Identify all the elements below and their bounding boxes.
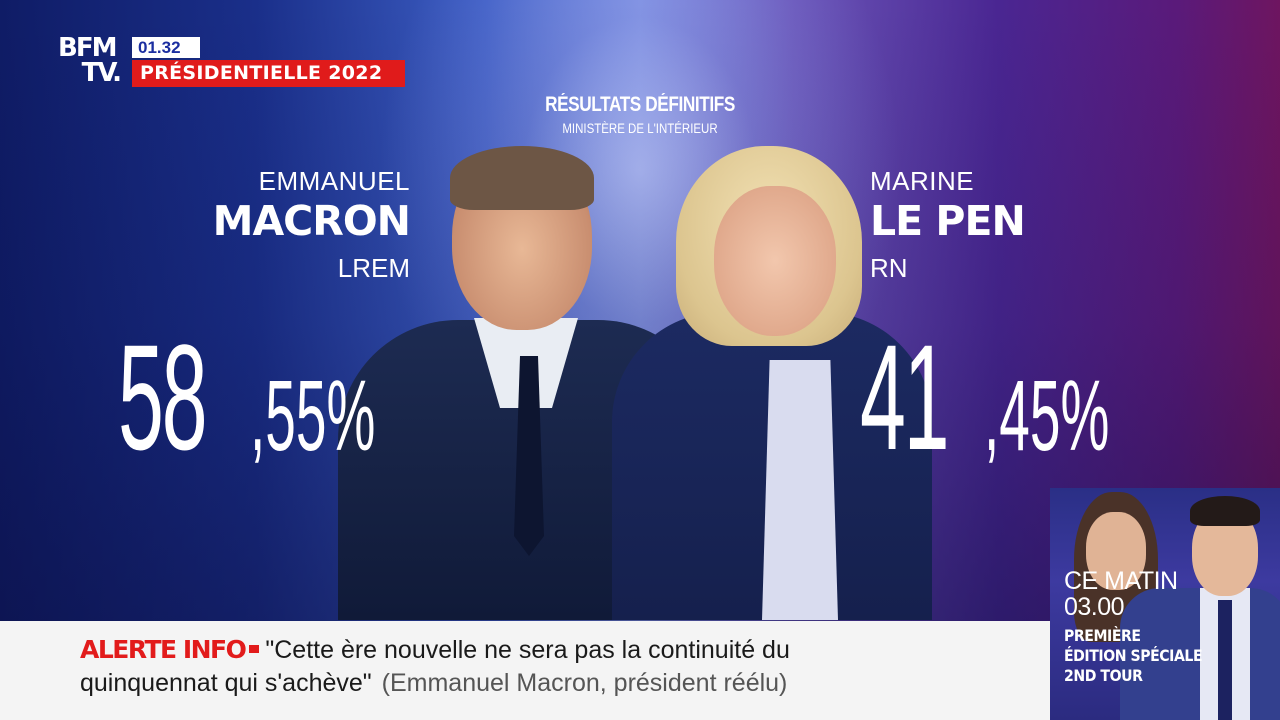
promo-schedule: CE MATIN 03.00 xyxy=(1064,568,1178,620)
host2-hair xyxy=(1190,496,1260,526)
candidate-first-name: EMMANUEL xyxy=(258,166,410,196)
candidate-macron: EMMANUEL MACRON LREM xyxy=(212,166,411,284)
macron-tie xyxy=(514,356,544,556)
score-decimal: ,45% xyxy=(984,360,1110,472)
ticker-quote-line2: quinquennat qui s'achève" xyxy=(80,669,372,697)
separator-square-icon xyxy=(249,644,260,653)
host1-face xyxy=(1086,512,1146,590)
promo-tile: CE MATIN 03.00 PREMIÈRE ÉDITION SPÉCIALE… xyxy=(1050,488,1280,720)
score-integer: 58 xyxy=(118,313,208,481)
macron-hair xyxy=(450,146,594,210)
candidate-party: RN xyxy=(870,253,908,283)
results-title: RÉSULTATS DÉFINITIFS xyxy=(545,93,735,116)
clock: 01.32 xyxy=(132,37,200,58)
program-banner: PRÉSIDENTIELLE 2022 xyxy=(132,60,405,87)
logo-line1: BFM xyxy=(58,33,117,63)
score-integer: 41 xyxy=(860,313,950,481)
candidate-first-name: MARINE xyxy=(870,166,975,196)
lepen-top xyxy=(762,360,838,620)
ticker-attribution: (Emmanuel Macron, président réélu) xyxy=(381,669,788,697)
promo-title-line3: 2ND TOUR xyxy=(1064,666,1143,685)
candidate-lepen: MARINE LE PEN RN xyxy=(870,166,1026,284)
logo-line2: TV. xyxy=(81,58,122,88)
ticker-quote-line1: "Cette ère nouvelle ne sera pas la conti… xyxy=(265,636,790,664)
promo-when-line1: CE MATIN xyxy=(1064,567,1178,595)
lepen-portrait-face xyxy=(714,186,836,336)
ticker-line1: ALERTE INFO "Cette ère nouvelle ne sera p… xyxy=(80,635,790,665)
promo-title-line1: PREMIÈRE xyxy=(1064,626,1141,645)
score-decimal: ,55% xyxy=(250,360,376,472)
results-source: MINISTÈRE DE L'INTÉRIEUR xyxy=(562,120,718,136)
alert-label: ALERTE INFO xyxy=(80,635,247,664)
candidate-last-name: LE PEN xyxy=(870,197,1026,245)
news-ticker: ALERTE INFO "Cette ère nouvelle ne sera p… xyxy=(0,621,1050,720)
candidate-party: LREM xyxy=(337,253,410,283)
promo-title: PREMIÈRE ÉDITION SPÉCIALE 2ND TOUR xyxy=(1064,626,1203,686)
promo-title-line2: ÉDITION SPÉCIALE xyxy=(1064,646,1203,665)
candidate-last-name: MACRON xyxy=(212,197,411,245)
ticker-line2: quinquennat qui s'achève" (Emmanuel Macro… xyxy=(80,669,787,698)
bfmtv-logo: BFM TV. xyxy=(58,33,124,88)
host2-tie xyxy=(1218,600,1232,720)
promo-when-time: 03.00 xyxy=(1064,593,1125,621)
